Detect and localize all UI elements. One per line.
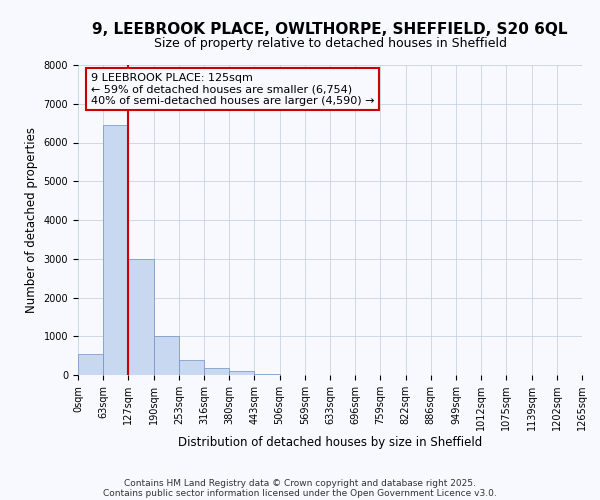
Bar (229, 371, 254, 375)
Y-axis label: Number of detached properties: Number of detached properties (25, 127, 38, 313)
Text: Contains HM Land Registry data © Crown copyright and database right 2025.: Contains HM Land Registry data © Crown c… (124, 478, 476, 488)
Bar (78, 354, 103, 375)
Bar (103, 125, 128, 375)
Bar (154, 336, 179, 375)
Text: 9, LEEBROOK PLACE, OWLTHORPE, SHEFFIELD, S20 6QL: 9, LEEBROOK PLACE, OWLTHORPE, SHEFFIELD,… (92, 22, 568, 38)
Text: Contains public sector information licensed under the Open Government Licence v3: Contains public sector information licen… (103, 488, 497, 498)
Bar (254, 374, 280, 375)
Bar (204, 368, 229, 375)
Text: 9 LEEBROOK PLACE: 125sqm
← 59% of detached houses are smaller (6,754)
40% of sem: 9 LEEBROOK PLACE: 125sqm ← 59% of detach… (91, 72, 374, 106)
Text: Size of property relative to detached houses in Sheffield: Size of property relative to detached ho… (154, 38, 506, 51)
Bar (179, 360, 204, 375)
X-axis label: Distribution of detached houses by size in Sheffield: Distribution of detached houses by size … (178, 436, 482, 449)
Bar (128, 259, 154, 375)
